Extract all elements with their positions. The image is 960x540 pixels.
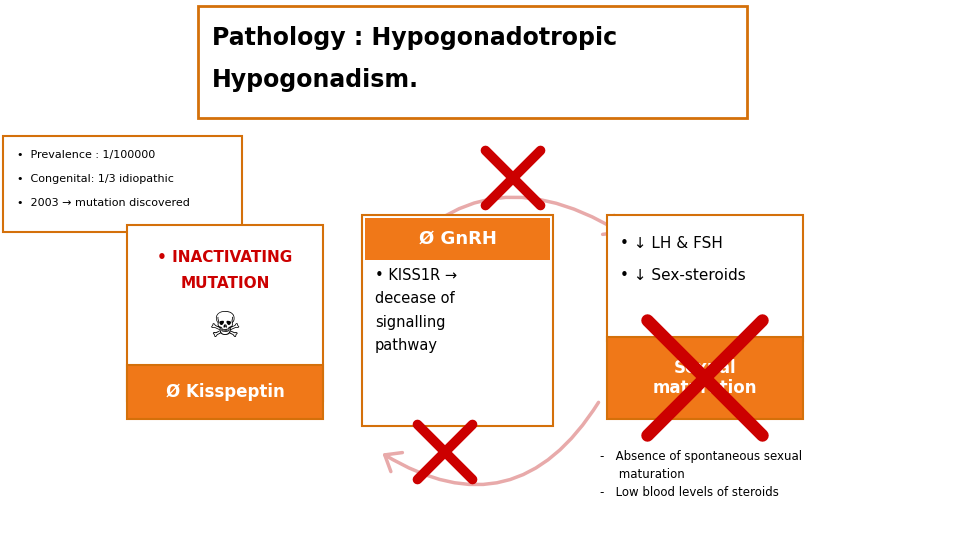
- FancyBboxPatch shape: [198, 6, 747, 118]
- Text: • KISS1R →
decease of
signalling
pathway: • KISS1R → decease of signalling pathway: [375, 268, 457, 353]
- FancyBboxPatch shape: [365, 218, 550, 260]
- Text: • ↓ LH & FSH: • ↓ LH & FSH: [620, 236, 723, 251]
- Text: • INACTIVATING: • INACTIVATING: [157, 250, 293, 265]
- Text: •  Congenital: 1/3 idiopathic: • Congenital: 1/3 idiopathic: [17, 174, 174, 184]
- Text: Ø Kisspeptin: Ø Kisspeptin: [166, 383, 284, 401]
- FancyBboxPatch shape: [607, 337, 803, 419]
- FancyBboxPatch shape: [127, 365, 323, 419]
- Text: ☠️: ☠️: [209, 310, 241, 344]
- Text: MUTATION: MUTATION: [180, 276, 270, 291]
- Text: maturation: maturation: [600, 468, 684, 481]
- Text: Hypogonadism.: Hypogonadism.: [212, 68, 419, 92]
- Text: Sexual
maturation: Sexual maturation: [653, 359, 757, 397]
- Text: • ↓ Sex-steroids: • ↓ Sex-steroids: [620, 268, 746, 283]
- Text: Pathology : Hypogonadotropic: Pathology : Hypogonadotropic: [212, 26, 617, 50]
- Text: •  Prevalence : 1/100000: • Prevalence : 1/100000: [17, 150, 156, 160]
- Text: •  2003 → mutation discovered: • 2003 → mutation discovered: [17, 198, 190, 208]
- Text: -   Low blood levels of steroids: - Low blood levels of steroids: [600, 486, 779, 499]
- FancyArrowPatch shape: [385, 402, 598, 484]
- FancyArrowPatch shape: [372, 197, 620, 293]
- FancyBboxPatch shape: [607, 215, 803, 341]
- FancyBboxPatch shape: [362, 215, 553, 426]
- FancyBboxPatch shape: [3, 136, 242, 232]
- Text: Ø GnRH: Ø GnRH: [419, 230, 496, 248]
- Text: -   Absence of spontaneous sexual: - Absence of spontaneous sexual: [600, 450, 803, 463]
- FancyBboxPatch shape: [127, 225, 323, 401]
